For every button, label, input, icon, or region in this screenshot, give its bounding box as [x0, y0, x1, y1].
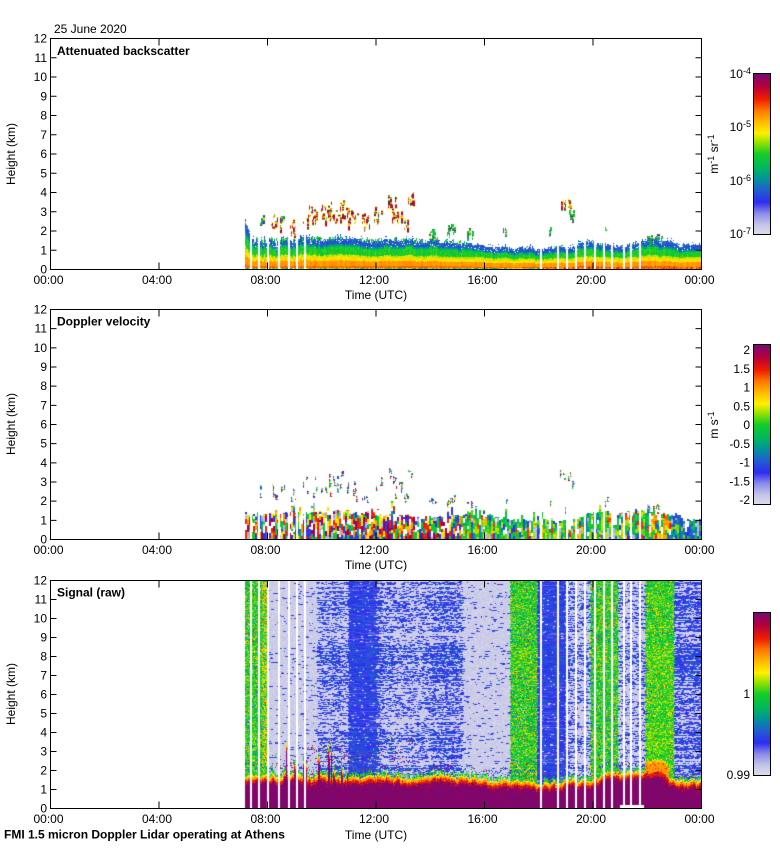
svg-text:16:00: 16:00: [467, 543, 497, 557]
svg-text:5: 5: [40, 707, 47, 721]
svg-text:5: 5: [40, 166, 47, 180]
svg-text:12:00: 12:00: [359, 812, 389, 826]
svg-text:Height (km): Height (km): [4, 393, 18, 455]
svg-text:Time (UTC): Time (UTC): [345, 558, 407, 572]
svg-text:10-6: 10-6: [730, 173, 751, 188]
svg-text:1: 1: [743, 687, 750, 701]
svg-text:6: 6: [40, 418, 47, 432]
svg-text:9: 9: [40, 89, 47, 103]
svg-text:1: 1: [40, 243, 47, 257]
svg-text:-1: -1: [739, 456, 750, 470]
svg-text:12:00: 12:00: [359, 273, 389, 287]
svg-text:00:00: 00:00: [684, 543, 714, 557]
svg-text:1: 1: [40, 513, 47, 527]
svg-text:-2: -2: [739, 493, 750, 507]
svg-text:Attenuated backscatter: Attenuated backscatter: [57, 44, 190, 58]
svg-text:08:00: 08:00: [250, 273, 280, 287]
svg-text:12:00: 12:00: [359, 543, 389, 557]
svg-text:12: 12: [34, 574, 48, 588]
svg-text:00:00: 00:00: [33, 812, 63, 826]
svg-text:2: 2: [40, 764, 47, 778]
svg-text:7: 7: [40, 398, 47, 412]
svg-text:2: 2: [743, 343, 750, 357]
svg-text:11: 11: [35, 322, 48, 336]
svg-text:10: 10: [34, 70, 48, 84]
svg-text:00:00: 00:00: [684, 273, 714, 287]
svg-text:0: 0: [40, 802, 47, 816]
svg-text:20:00: 20:00: [576, 273, 606, 287]
svg-text:Time (UTC): Time (UTC): [345, 828, 407, 842]
svg-text:7: 7: [40, 128, 47, 142]
svg-text:0: 0: [40, 263, 47, 277]
svg-text:6: 6: [40, 688, 47, 702]
svg-text:-1.5: -1.5: [729, 474, 750, 488]
svg-text:7: 7: [40, 669, 47, 683]
svg-text:16:00: 16:00: [467, 273, 497, 287]
svg-text:00:00: 00:00: [33, 273, 63, 287]
svg-text:1: 1: [743, 381, 750, 395]
svg-text:16:00: 16:00: [467, 812, 497, 826]
svg-text:20:00: 20:00: [576, 812, 606, 826]
svg-text:3: 3: [40, 475, 47, 489]
svg-text:10-5: 10-5: [730, 119, 751, 134]
svg-text:-0.5: -0.5: [729, 437, 750, 451]
svg-text:6: 6: [40, 147, 47, 161]
svg-text:08:00: 08:00: [250, 812, 280, 826]
svg-text:8: 8: [40, 379, 47, 393]
svg-text:Height (km): Height (km): [4, 663, 18, 725]
svg-text:0: 0: [40, 533, 47, 547]
svg-text:2: 2: [40, 494, 47, 508]
svg-text:m-1 sr-1: m-1 sr-1: [706, 134, 721, 173]
svg-text:0.5: 0.5: [733, 399, 750, 413]
svg-text:Height (km): Height (km): [4, 123, 18, 185]
svg-text:4: 4: [40, 456, 47, 470]
svg-text:0: 0: [743, 418, 750, 432]
svg-text:12: 12: [34, 303, 48, 317]
svg-text:Doppler velocity: Doppler velocity: [57, 315, 151, 329]
svg-text:10-7: 10-7: [730, 226, 751, 241]
svg-text:10: 10: [34, 612, 48, 626]
svg-text:04:00: 04:00: [142, 543, 172, 557]
svg-text:1.5: 1.5: [733, 362, 750, 376]
svg-text:11: 11: [35, 593, 48, 607]
svg-text:Signal (raw): Signal (raw): [57, 586, 125, 600]
svg-text:10-4: 10-4: [730, 66, 751, 81]
svg-text:04:00: 04:00: [142, 273, 172, 287]
svg-text:m s-1: m s-1: [706, 411, 721, 438]
svg-text:3: 3: [40, 745, 47, 759]
svg-text:8: 8: [40, 650, 47, 664]
svg-text:11: 11: [35, 51, 48, 65]
svg-text:00:00: 00:00: [33, 543, 63, 557]
svg-text:1: 1: [40, 783, 47, 797]
svg-text:3: 3: [40, 205, 47, 219]
svg-text:8: 8: [40, 109, 47, 123]
svg-text:9: 9: [40, 631, 47, 645]
svg-text:04:00: 04:00: [142, 812, 172, 826]
svg-text:FMI 1.5 micron Doppler Lidar o: FMI 1.5 micron Doppler Lidar operating a…: [4, 828, 285, 842]
svg-text:00:00: 00:00: [684, 812, 714, 826]
svg-text:9: 9: [40, 360, 47, 374]
svg-text:Time (UTC): Time (UTC): [345, 288, 407, 302]
svg-text:12: 12: [34, 32, 48, 46]
svg-text:2: 2: [40, 224, 47, 238]
svg-text:0.99: 0.99: [727, 768, 751, 782]
svg-text:4: 4: [40, 726, 47, 740]
svg-text:20:00: 20:00: [576, 543, 606, 557]
svg-text:4: 4: [40, 186, 47, 200]
svg-text:10: 10: [34, 341, 48, 355]
svg-text:08:00: 08:00: [250, 543, 280, 557]
svg-text:25 June 2020: 25 June 2020: [54, 22, 127, 36]
svg-text:5: 5: [40, 437, 47, 451]
